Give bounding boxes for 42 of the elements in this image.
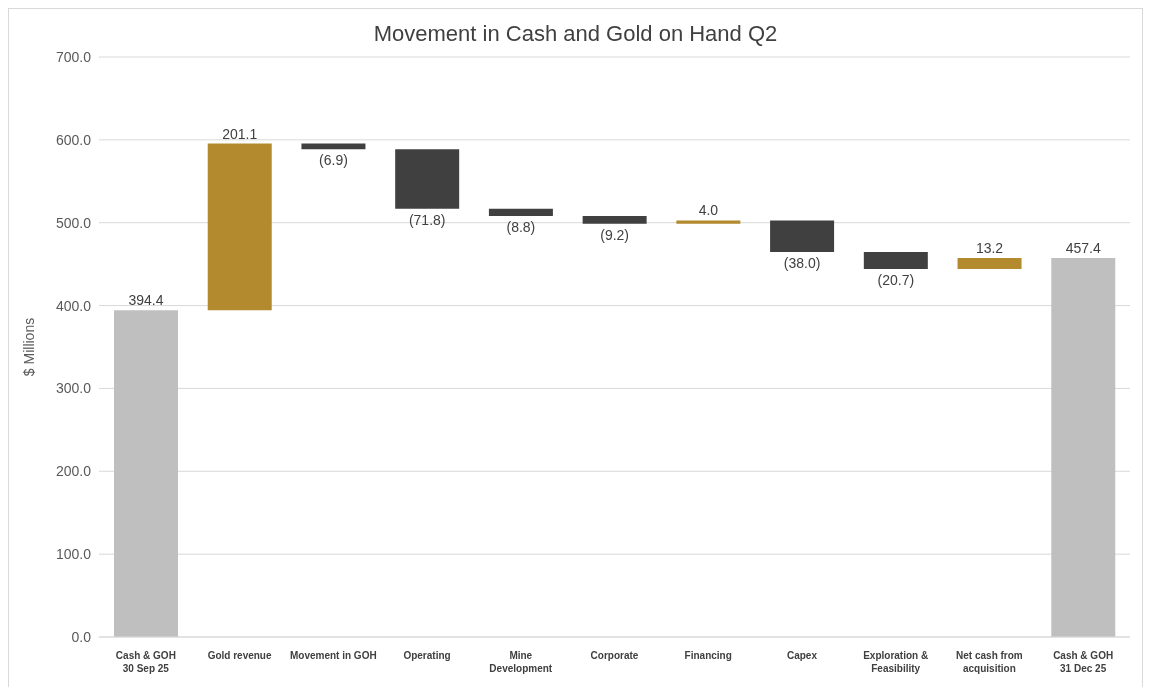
bar — [395, 149, 460, 209]
bar — [957, 258, 1022, 270]
data-label: 201.1 — [222, 125, 258, 142]
y-tick-label: 0.0 — [71, 628, 92, 645]
bar — [863, 251, 928, 270]
x-tick-label: Capex — [786, 650, 818, 661]
x-tick-label: Net cash from acquisition — [956, 650, 1023, 674]
y-tick-label: 200.0 — [55, 463, 92, 480]
data-label: 394.4 — [128, 292, 164, 309]
y-tick-label: 500.0 — [55, 214, 92, 231]
y-axis-title: $ Millions — [20, 317, 37, 377]
y-tick-label: 700.0 — [55, 48, 92, 65]
x-tick-label: Operating — [403, 650, 451, 661]
bar — [582, 216, 647, 224]
bar — [488, 208, 553, 217]
x-tick-label: Corporate — [590, 650, 639, 661]
y-tick-label: 300.0 — [55, 380, 92, 397]
bar — [770, 220, 835, 252]
data-label: (38.0) — [783, 254, 821, 271]
chart-title: Movement in Cash and Gold on Hand Q2 — [372, 20, 779, 47]
x-tick-label: Financing — [684, 650, 732, 661]
bar — [1051, 258, 1116, 637]
bar — [114, 310, 178, 637]
y-tick-label: 600.0 — [55, 131, 92, 148]
bar — [676, 220, 741, 224]
data-label: 457.4 — [1065, 240, 1101, 257]
y-tick-label: 400.0 — [55, 297, 92, 314]
data-label: 13.2 — [975, 240, 1004, 257]
x-tick-label: Cash & GOH 30 Sep 25 — [115, 650, 176, 674]
x-tick-label: Mine Development — [489, 650, 553, 674]
bar — [207, 143, 272, 311]
x-tick-label: Gold revenue — [207, 650, 272, 661]
data-label: (20.7) — [877, 272, 915, 289]
y-tick-label: 100.0 — [55, 546, 92, 563]
data-label: 4.0 — [698, 202, 719, 219]
x-tick-label: Movement in GOH — [289, 650, 377, 661]
data-label: (9.2) — [600, 226, 630, 243]
x-tick-label: Exploration & Feasibility — [863, 650, 929, 674]
x-tick-label: Cash & GOH 31 Dec 25 — [1053, 650, 1114, 674]
data-label: (71.8) — [408, 211, 446, 228]
data-label: (6.9) — [319, 152, 348, 169]
data-label: (8.8) — [506, 219, 536, 236]
